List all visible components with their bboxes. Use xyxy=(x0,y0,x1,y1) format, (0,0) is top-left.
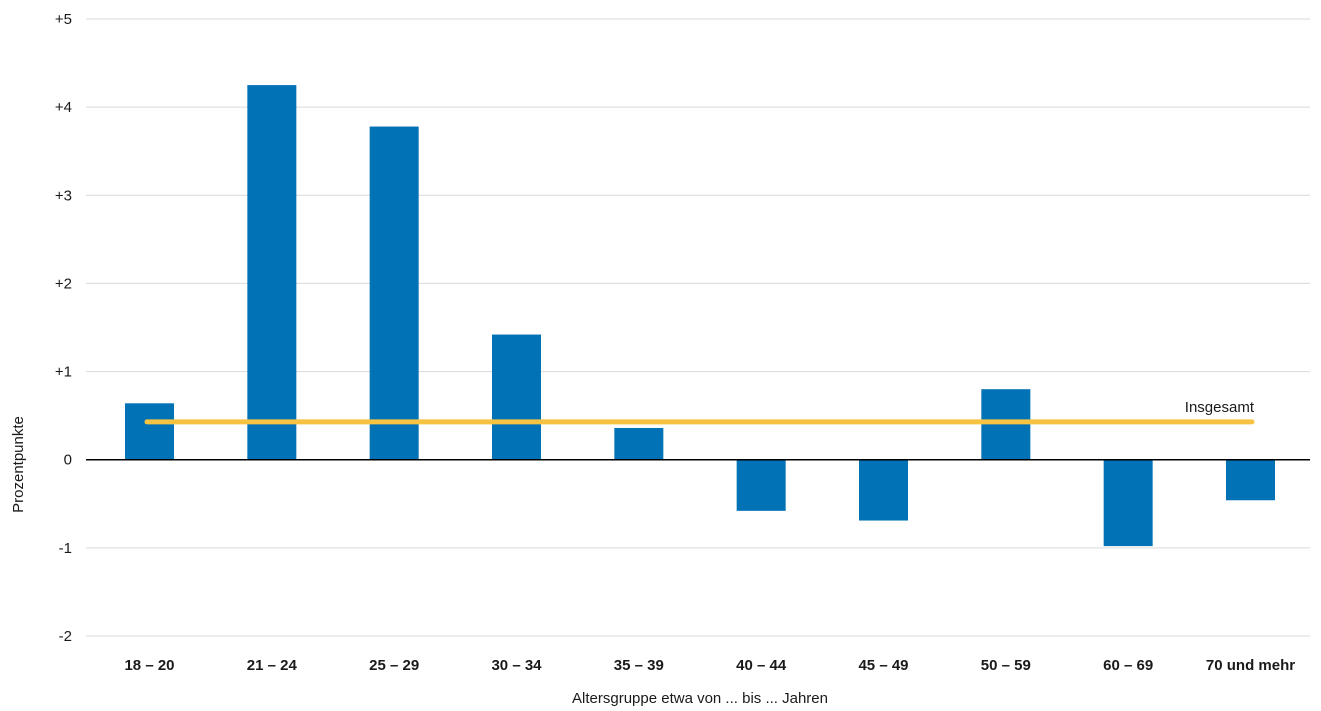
bar xyxy=(859,459,908,521)
bar xyxy=(1226,459,1275,501)
y-tick-label: -1 xyxy=(59,540,72,557)
bars xyxy=(125,85,1275,547)
y-tick-label: +2 xyxy=(55,275,72,292)
y-tick-labels: +5 +4 +3 +2 +1 0 -1 -2 xyxy=(55,11,72,645)
y-tick-label: +1 xyxy=(55,364,72,381)
x-tick-label: 40 – 44 xyxy=(736,657,787,674)
x-tick-label: 60 – 69 xyxy=(1103,657,1153,674)
x-tick-label: 70 und mehr xyxy=(1206,657,1295,674)
y-tick-label: +4 xyxy=(55,99,72,116)
y-tick-label: 0 xyxy=(64,452,72,469)
x-tick-label: 35 – 39 xyxy=(614,657,664,674)
bar xyxy=(981,389,1031,460)
x-tick-label: 21 – 24 xyxy=(247,657,298,674)
bar xyxy=(492,334,541,460)
bar xyxy=(614,427,664,460)
x-tick-label: 25 – 29 xyxy=(369,657,419,674)
y-tick-label: -2 xyxy=(59,628,72,645)
bar xyxy=(1103,459,1153,547)
x-tick-label: 50 – 59 xyxy=(981,657,1031,674)
x-tick-labels: 18 – 20 21 – 24 25 – 29 30 – 34 35 – 39 40 – … xyxy=(124,657,1295,674)
bar xyxy=(125,403,174,460)
y-tick-label: +5 xyxy=(55,11,72,28)
y-tick-label: +3 xyxy=(55,187,72,204)
bar xyxy=(736,459,786,511)
reference-line-label: Insgesamt xyxy=(1185,399,1255,416)
x-axis-label: Altersgruppe etwa von ... bis ... Jahren xyxy=(572,690,828,707)
x-tick-label: 30 – 34 xyxy=(491,657,542,674)
x-tick-label: 45 – 49 xyxy=(858,657,908,674)
x-tick-label: 18 – 20 xyxy=(124,657,174,674)
bar xyxy=(247,85,297,460)
bar xyxy=(369,126,419,460)
y-axis-label: Prozentpunkte xyxy=(10,416,27,513)
